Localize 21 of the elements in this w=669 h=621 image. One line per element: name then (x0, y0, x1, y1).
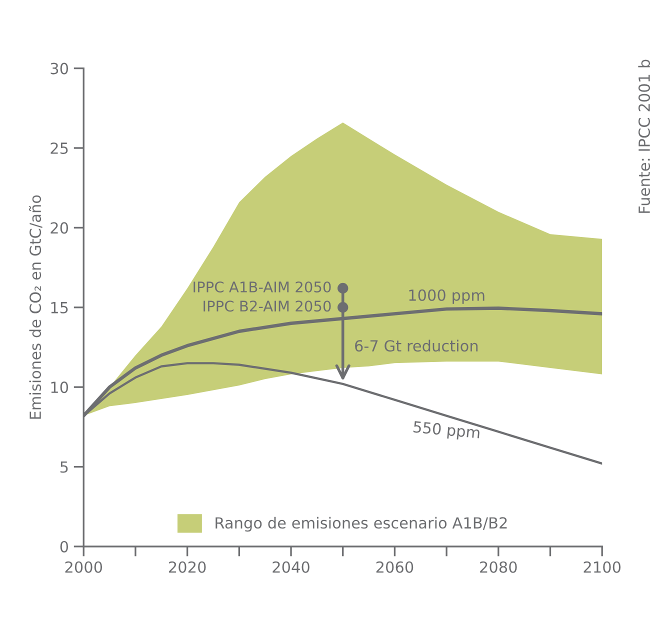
annotation: IPPC B2-AIM 2050 (204, 300, 331, 312)
x-tick-label: 2040 (272, 561, 310, 573)
y-tick-label: 25 (50, 142, 68, 154)
x-tick-label: 2080 (480, 561, 517, 573)
x-tick-label: 2000 (65, 561, 102, 573)
y-tick-label: 15 (51, 302, 68, 314)
x-tick-label: 2060 (376, 561, 414, 573)
y-tick-label: 30 (50, 62, 68, 74)
x-tick-label: 2100 (584, 561, 621, 573)
annotation: IPPC A1B-AIM 2050 (194, 281, 331, 292)
text: 550 ppm (413, 420, 480, 442)
series-label: 1000 ppm (409, 289, 484, 304)
y-tick-label: 20 (50, 222, 68, 234)
y-tick-label: 5 (60, 461, 68, 473)
y-tick-label: 0 (60, 540, 68, 552)
annotation: 6-7 Gt reduction (355, 340, 478, 352)
y-tick-label: 10 (51, 382, 68, 394)
y-axis-title: Emisiones de CO₂ en GtC/año (29, 195, 42, 419)
legend-label: Rango de emisiones escenario A1B/B2 (216, 516, 507, 532)
x-tick-label: 2020 (169, 561, 206, 573)
source-note: Fuente: IPCC 2001 b (638, 60, 650, 213)
